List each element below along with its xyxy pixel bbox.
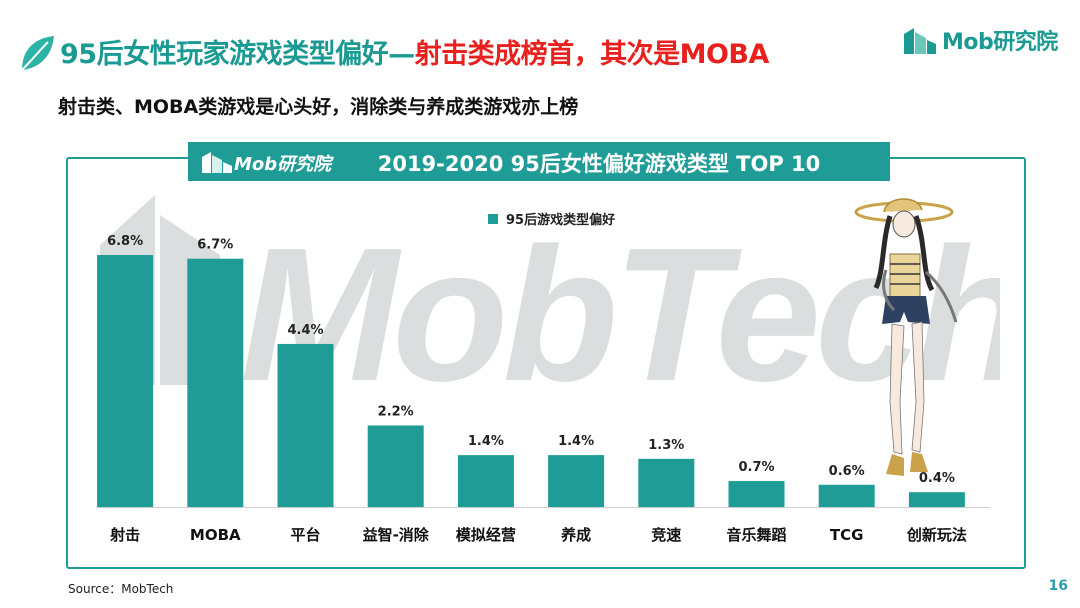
brand-logo: Mob研究院 [902, 20, 1072, 60]
category-label: 射击 [109, 526, 140, 544]
bar [187, 258, 244, 507]
brand-logo-text: Mob研究院 [942, 30, 1058, 55]
mob-logo-icon [904, 28, 936, 54]
bar [908, 492, 965, 507]
data-label: 0.6% [829, 464, 865, 479]
data-label: 1.3% [648, 438, 684, 453]
page-subtitle: 射击类、MOBA类游戏是心头好，消除类与养成类游戏亦上榜 [58, 96, 579, 118]
mob-logo-icon [202, 152, 232, 173]
chart-legend: 95后游戏类型偏好 [488, 209, 615, 228]
woman-illustration [854, 198, 958, 476]
bar [367, 425, 424, 507]
chart-banner: Mob研究院 2019-2020 95后女性偏好游戏类型 TOP 10 [188, 142, 890, 181]
page-title-part1: 95后女性玩家游戏类型偏好— [60, 39, 415, 70]
banner-logo-text: Mob研究院 [234, 154, 332, 175]
category-label: MOBA [190, 526, 241, 544]
bar [277, 343, 334, 507]
data-label: 1.4% [468, 434, 504, 449]
page-title: 95后女性玩家游戏类型偏好—射击类成榜首，其次是MOBA [60, 32, 769, 71]
bar [818, 484, 875, 507]
data-label: 6.7% [197, 238, 233, 253]
legend-label: 95后游戏类型偏好 [506, 213, 616, 228]
watermark-text: MobTech [240, 209, 1000, 395]
data-label: 6.8% [107, 234, 143, 249]
category-label: 平台 [290, 526, 320, 544]
page-number: 16 [1048, 578, 1068, 594]
legend-swatch [488, 213, 498, 224]
category-label: 创新玩法 [906, 526, 967, 544]
page-title-part2: 射击类成榜首，其次是MOBA [414, 39, 770, 70]
bar [638, 458, 695, 507]
watermark: MobTech [100, 195, 1000, 395]
category-label: 音乐舞蹈 [726, 526, 786, 544]
category-label: 养成 [560, 526, 591, 544]
data-label: 2.2% [378, 404, 414, 419]
bar [728, 481, 785, 507]
data-label: 1.4% [558, 434, 594, 449]
data-label: 0.7% [738, 460, 774, 475]
bar [457, 455, 514, 507]
category-label: TCG [830, 526, 864, 544]
chart-title: 2019-2020 95后女性偏好游戏类型 TOP 10 [377, 152, 821, 176]
bar [548, 455, 605, 507]
category-label: 益智-消除 [363, 526, 430, 544]
bar [97, 255, 154, 507]
source-note: Source：MobTech [68, 582, 174, 596]
category-label: 模拟经营 [456, 526, 516, 544]
category-label: 竞速 [651, 526, 681, 544]
leaf-icon [21, 36, 54, 71]
data-label: 4.4% [287, 323, 323, 338]
data-label: 0.4% [919, 471, 955, 486]
